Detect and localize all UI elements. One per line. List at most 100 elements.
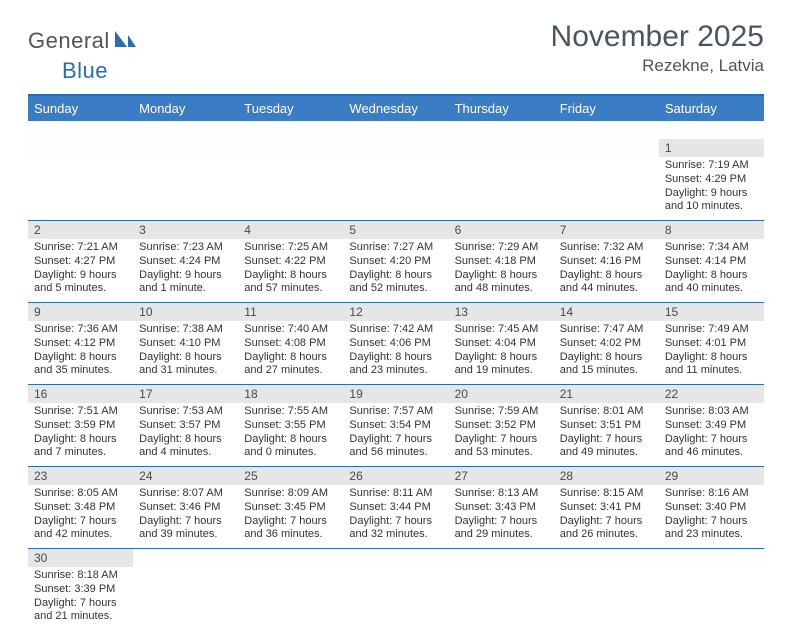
page-header: General November 2025 Rezekne, Latvia <box>28 20 764 76</box>
daylight-text: Daylight: 8 hours and 35 minutes. <box>34 351 127 379</box>
day-number-cell: 29 <box>659 467 764 486</box>
day-details-cell: Sunrise: 7:38 AMSunset: 4:10 PMDaylight:… <box>133 321 238 385</box>
sunrise-text: Sunrise: 7:49 AM <box>665 323 758 337</box>
day-number-cell: 16 <box>28 385 133 404</box>
daylight-text: Daylight: 7 hours and 21 minutes. <box>34 597 127 625</box>
day-header: Friday <box>554 96 659 121</box>
day-number-cell <box>133 549 238 568</box>
sunset-text: Sunset: 4:16 PM <box>560 255 653 269</box>
day-number-cell <box>28 139 133 157</box>
sunset-text: Sunset: 4:10 PM <box>139 337 232 351</box>
sunrise-text: Sunrise: 7:42 AM <box>349 323 442 337</box>
day-details-cell <box>28 157 133 221</box>
sunrise-text: Sunrise: 7:57 AM <box>349 405 442 419</box>
day-details-cell <box>343 157 448 221</box>
sunrise-text: Sunrise: 7:47 AM <box>560 323 653 337</box>
daylight-text: Daylight: 8 hours and 11 minutes. <box>665 351 758 379</box>
day-number-cell: 7 <box>554 221 659 240</box>
day-details-row: Sunrise: 7:19 AMSunset: 4:29 PMDaylight:… <box>28 157 764 221</box>
daylight-text: Daylight: 8 hours and 52 minutes. <box>349 269 442 297</box>
day-number-cell: 10 <box>133 303 238 322</box>
day-details-cell <box>659 567 764 630</box>
day-details-cell: Sunrise: 7:42 AMSunset: 4:06 PMDaylight:… <box>343 321 448 385</box>
day-number-cell: 18 <box>238 385 343 404</box>
day-details-cell <box>343 567 448 630</box>
sunrise-text: Sunrise: 8:16 AM <box>665 487 758 501</box>
day-number-row: 9101112131415 <box>28 303 764 322</box>
day-number-row: 2345678 <box>28 221 764 240</box>
day-details-cell: Sunrise: 8:15 AMSunset: 3:41 PMDaylight:… <box>554 485 659 549</box>
sunrise-text: Sunrise: 7:25 AM <box>244 241 337 255</box>
day-details-cell: Sunrise: 8:07 AMSunset: 3:46 PMDaylight:… <box>133 485 238 549</box>
sunrise-text: Sunrise: 8:09 AM <box>244 487 337 501</box>
sunset-text: Sunset: 4:24 PM <box>139 255 232 269</box>
day-number-cell: 26 <box>343 467 448 486</box>
day-number-cell: 23 <box>28 467 133 486</box>
sunset-text: Sunset: 3:41 PM <box>560 501 653 515</box>
day-details-cell: Sunrise: 8:09 AMSunset: 3:45 PMDaylight:… <box>238 485 343 549</box>
sunrise-text: Sunrise: 7:23 AM <box>139 241 232 255</box>
day-details-cell: Sunrise: 7:19 AMSunset: 4:29 PMDaylight:… <box>659 157 764 221</box>
sunrise-text: Sunrise: 8:03 AM <box>665 405 758 419</box>
daylight-text: Daylight: 7 hours and 49 minutes. <box>560 433 653 461</box>
day-number-cell: 27 <box>449 467 554 486</box>
day-number-cell <box>133 139 238 157</box>
daylight-text: Daylight: 7 hours and 32 minutes. <box>349 515 442 543</box>
month-title: November 2025 <box>551 20 764 54</box>
daylight-text: Daylight: 8 hours and 44 minutes. <box>560 269 653 297</box>
sunset-text: Sunset: 3:52 PM <box>455 419 548 433</box>
daylight-text: Daylight: 9 hours and 1 minute. <box>139 269 232 297</box>
logo-text-blue: Blue <box>62 58 108 83</box>
sunset-text: Sunset: 3:40 PM <box>665 501 758 515</box>
sunrise-text: Sunrise: 8:13 AM <box>455 487 548 501</box>
day-number-cell: 13 <box>449 303 554 322</box>
sunset-text: Sunset: 4:02 PM <box>560 337 653 351</box>
sunset-text: Sunset: 3:54 PM <box>349 419 442 433</box>
daylight-text: Daylight: 7 hours and 56 minutes. <box>349 433 442 461</box>
sunrise-text: Sunrise: 7:38 AM <box>139 323 232 337</box>
day-details-cell: Sunrise: 7:23 AMSunset: 4:24 PMDaylight:… <box>133 239 238 303</box>
sunrise-text: Sunrise: 7:51 AM <box>34 405 127 419</box>
daylight-text: Daylight: 9 hours and 5 minutes. <box>34 269 127 297</box>
day-header: Monday <box>133 96 238 121</box>
sunrise-text: Sunrise: 7:27 AM <box>349 241 442 255</box>
day-details-cell <box>449 157 554 221</box>
sunset-text: Sunset: 3:44 PM <box>349 501 442 515</box>
calendar-body: 1Sunrise: 7:19 AMSunset: 4:29 PMDaylight… <box>28 121 764 630</box>
sunset-text: Sunset: 4:22 PM <box>244 255 337 269</box>
sunrise-text: Sunrise: 7:21 AM <box>34 241 127 255</box>
day-header: Sunday <box>28 96 133 121</box>
daylight-text: Daylight: 8 hours and 23 minutes. <box>349 351 442 379</box>
day-details-cell: Sunrise: 8:11 AMSunset: 3:44 PMDaylight:… <box>343 485 448 549</box>
sunset-text: Sunset: 4:08 PM <box>244 337 337 351</box>
title-block: November 2025 Rezekne, Latvia <box>551 20 764 76</box>
day-header: Saturday <box>659 96 764 121</box>
daylight-text: Daylight: 8 hours and 27 minutes. <box>244 351 337 379</box>
day-details-cell: Sunrise: 8:16 AMSunset: 3:40 PMDaylight:… <box>659 485 764 549</box>
day-details-cell: Sunrise: 7:27 AMSunset: 4:20 PMDaylight:… <box>343 239 448 303</box>
daylight-text: Daylight: 7 hours and 39 minutes. <box>139 515 232 543</box>
day-number-cell: 5 <box>343 221 448 240</box>
sunset-text: Sunset: 4:20 PM <box>349 255 442 269</box>
daylight-text: Daylight: 8 hours and 4 minutes. <box>139 433 232 461</box>
sunset-text: Sunset: 3:45 PM <box>244 501 337 515</box>
day-details-cell: Sunrise: 7:36 AMSunset: 4:12 PMDaylight:… <box>28 321 133 385</box>
sunrise-text: Sunrise: 8:11 AM <box>349 487 442 501</box>
day-details-cell: Sunrise: 7:34 AMSunset: 4:14 PMDaylight:… <box>659 239 764 303</box>
day-number-cell <box>343 549 448 568</box>
day-header: Tuesday <box>238 96 343 121</box>
day-details-cell: Sunrise: 7:53 AMSunset: 3:57 PMDaylight:… <box>133 403 238 467</box>
day-number-cell <box>449 139 554 157</box>
daylight-text: Daylight: 7 hours and 26 minutes. <box>560 515 653 543</box>
day-number-cell <box>554 549 659 568</box>
sunset-text: Sunset: 3:57 PM <box>139 419 232 433</box>
daylight-text: Daylight: 7 hours and 53 minutes. <box>455 433 548 461</box>
day-number-cell: 2 <box>28 221 133 240</box>
daylight-text: Daylight: 8 hours and 19 minutes. <box>455 351 548 379</box>
day-number-cell <box>238 549 343 568</box>
day-details-cell <box>238 157 343 221</box>
day-number-cell <box>659 549 764 568</box>
day-header: Wednesday <box>343 96 448 121</box>
sunrise-text: Sunrise: 8:18 AM <box>34 569 127 583</box>
sunrise-text: Sunrise: 7:40 AM <box>244 323 337 337</box>
